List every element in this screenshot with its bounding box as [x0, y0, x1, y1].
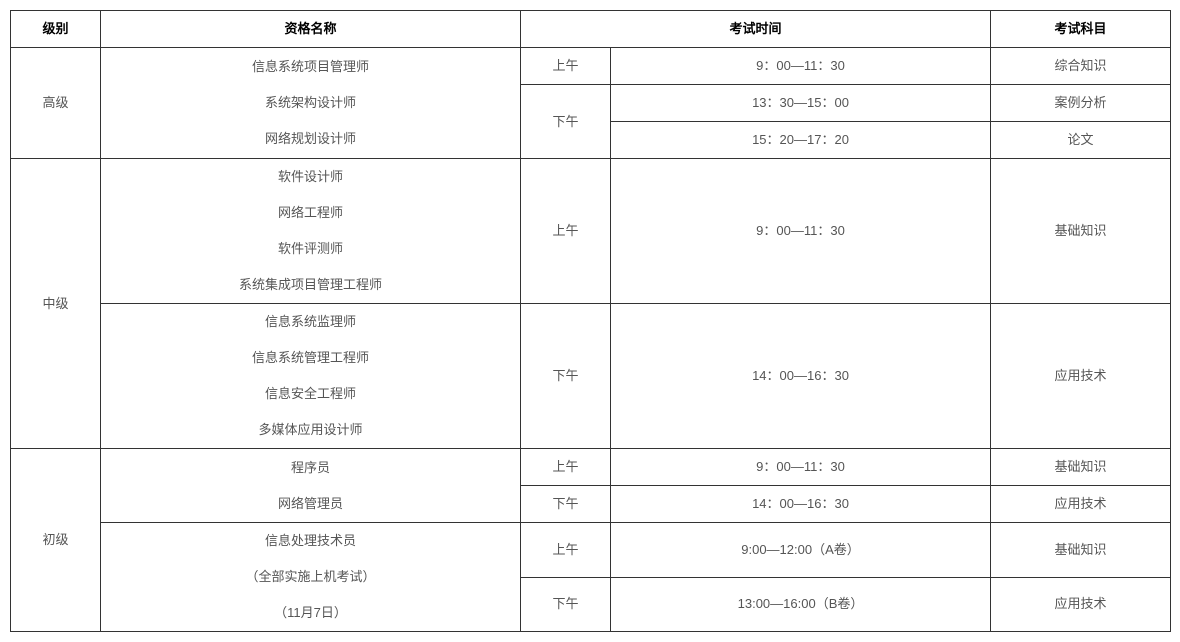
- table-row: 高级 信息系统项目管理师 系统架构设计师 网络规划设计师 上午 9：00—11：…: [11, 48, 1171, 85]
- subject-cell: 论文: [991, 122, 1171, 159]
- qualification-cell-intermediate-afternoon: 信息系统监理师 信息系统管理工程师 信息安全工程师 多媒体应用设计师: [101, 304, 521, 449]
- qualification-cell-intermediate-morning: 软件设计师 网络工程师 软件评测师 系统集成项目管理工程师: [101, 159, 521, 304]
- qualification-item: 软件设计师: [101, 159, 520, 195]
- header-exam-time: 考试时间: [521, 11, 991, 48]
- qualification-item: 网络工程师: [101, 195, 520, 231]
- header-subject: 考试科目: [991, 11, 1171, 48]
- qualification-item: 信息处理技术员: [101, 523, 520, 559]
- qualification-item: （全部实施上机考试）: [101, 559, 520, 595]
- time-cell: 15：20—17：20: [611, 122, 991, 159]
- qualification-item: 网络规划设计师: [101, 121, 520, 157]
- qualification-item: 程序员: [101, 450, 520, 486]
- time-cell: 9：00—11：30: [611, 159, 991, 304]
- session-cell: 上午: [521, 48, 611, 85]
- qualification-item: 网络管理员: [101, 486, 520, 522]
- header-level: 级别: [11, 11, 101, 48]
- qualification-item: 系统架构设计师: [101, 85, 520, 121]
- qualification-item: 系统集成项目管理工程师: [101, 267, 520, 303]
- table-row: 初级 程序员 网络管理员 上午 9：00—11：30 基础知识: [11, 449, 1171, 486]
- session-cell: 上午: [521, 449, 611, 486]
- subject-cell: 基础知识: [991, 159, 1171, 304]
- qualification-item: 信息系统监理师: [101, 304, 520, 340]
- session-cell: 下午: [521, 85, 611, 159]
- level-cell-intermediate: 中级: [11, 159, 101, 449]
- session-cell: 上午: [521, 523, 611, 578]
- qualification-item: 信息系统项目管理师: [101, 49, 520, 85]
- table-header-row: 级别 资格名称 考试时间 考试科目: [11, 11, 1171, 48]
- time-cell: 13：30—15：00: [611, 85, 991, 122]
- session-cell: 下午: [521, 486, 611, 523]
- level-cell-junior: 初级: [11, 449, 101, 632]
- level-cell-senior: 高级: [11, 48, 101, 159]
- qualification-item: 信息系统管理工程师: [101, 340, 520, 376]
- qualification-cell-senior: 信息系统项目管理师 系统架构设计师 网络规划设计师: [101, 48, 521, 159]
- time-cell: 9：00—11：30: [611, 48, 991, 85]
- qualification-item: 软件评测师: [101, 231, 520, 267]
- table-row: 中级 软件设计师 网络工程师 软件评测师 系统集成项目管理工程师 上午 9：00…: [11, 159, 1171, 304]
- time-cell: 13:00—16:00（B卷）: [611, 577, 991, 632]
- table-row: 信息系统监理师 信息系统管理工程师 信息安全工程师 多媒体应用设计师 下午 14…: [11, 304, 1171, 449]
- qualification-cell-junior-group2: 信息处理技术员 （全部实施上机考试） （11月7日）: [101, 523, 521, 632]
- time-cell: 9:00—12:00（A卷）: [611, 523, 991, 578]
- qualification-item: 多媒体应用设计师: [101, 412, 520, 448]
- header-qualification: 资格名称: [101, 11, 521, 48]
- subject-cell: 基础知识: [991, 523, 1171, 578]
- time-cell: 14：00—16：30: [611, 304, 991, 449]
- time-cell: 9：00—11：30: [611, 449, 991, 486]
- session-cell: 下午: [521, 304, 611, 449]
- qualification-cell-junior-group1: 程序员 网络管理员: [101, 449, 521, 523]
- subject-cell: 应用技术: [991, 577, 1171, 632]
- subject-cell: 综合知识: [991, 48, 1171, 85]
- time-cell: 14：00—16：30: [611, 486, 991, 523]
- subject-cell: 基础知识: [991, 449, 1171, 486]
- subject-cell: 案例分析: [991, 85, 1171, 122]
- subject-cell: 应用技术: [991, 304, 1171, 449]
- table-row: 信息处理技术员 （全部实施上机考试） （11月7日） 上午 9:00—12:00…: [11, 523, 1171, 578]
- qualification-item: 信息安全工程师: [101, 376, 520, 412]
- exam-schedule-table: 级别 资格名称 考试时间 考试科目 高级 信息系统项目管理师 系统架构设计师 网…: [10, 10, 1171, 632]
- session-cell: 上午: [521, 159, 611, 304]
- subject-cell: 应用技术: [991, 486, 1171, 523]
- session-cell: 下午: [521, 577, 611, 632]
